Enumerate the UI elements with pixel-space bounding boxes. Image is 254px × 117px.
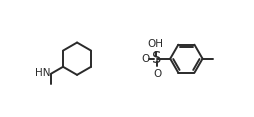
Text: S: S <box>152 51 162 66</box>
Text: O: O <box>141 54 150 64</box>
Text: HN: HN <box>35 68 51 78</box>
Text: O: O <box>153 69 161 79</box>
Text: OH: OH <box>148 39 164 49</box>
